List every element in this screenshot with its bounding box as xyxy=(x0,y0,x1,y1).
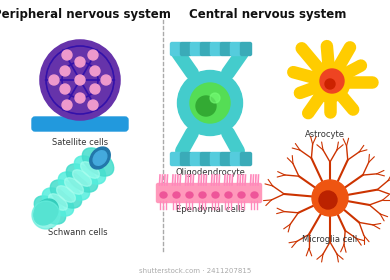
Ellipse shape xyxy=(73,170,91,186)
FancyBboxPatch shape xyxy=(230,153,241,165)
Ellipse shape xyxy=(186,192,193,198)
Circle shape xyxy=(75,93,85,103)
FancyBboxPatch shape xyxy=(211,153,222,165)
FancyBboxPatch shape xyxy=(248,183,262,202)
FancyBboxPatch shape xyxy=(200,43,211,55)
Circle shape xyxy=(320,69,344,93)
Ellipse shape xyxy=(173,192,180,198)
Ellipse shape xyxy=(58,172,90,200)
FancyBboxPatch shape xyxy=(170,43,181,55)
Circle shape xyxy=(90,84,100,94)
Ellipse shape xyxy=(81,162,99,178)
Text: Astrocyte: Astrocyte xyxy=(305,130,345,139)
FancyBboxPatch shape xyxy=(209,183,223,202)
Circle shape xyxy=(62,100,72,110)
FancyBboxPatch shape xyxy=(230,43,241,55)
Ellipse shape xyxy=(90,147,110,169)
FancyBboxPatch shape xyxy=(170,183,184,202)
FancyBboxPatch shape xyxy=(190,43,202,55)
FancyBboxPatch shape xyxy=(200,153,211,165)
Circle shape xyxy=(75,57,85,67)
FancyBboxPatch shape xyxy=(183,183,197,202)
Ellipse shape xyxy=(82,148,114,176)
FancyBboxPatch shape xyxy=(181,153,191,165)
Circle shape xyxy=(42,42,118,118)
Circle shape xyxy=(60,84,70,94)
FancyBboxPatch shape xyxy=(234,183,248,202)
Ellipse shape xyxy=(49,194,67,210)
FancyBboxPatch shape xyxy=(241,153,252,165)
FancyBboxPatch shape xyxy=(156,183,170,202)
Ellipse shape xyxy=(66,164,98,192)
Text: shutterstock.com · 2411207815: shutterstock.com · 2411207815 xyxy=(139,268,251,274)
Circle shape xyxy=(325,79,335,89)
FancyBboxPatch shape xyxy=(190,153,202,165)
Ellipse shape xyxy=(34,196,66,224)
Ellipse shape xyxy=(65,178,83,194)
Ellipse shape xyxy=(34,199,58,225)
Ellipse shape xyxy=(177,71,243,136)
Ellipse shape xyxy=(42,188,74,216)
FancyBboxPatch shape xyxy=(220,153,232,165)
Circle shape xyxy=(310,62,350,102)
Ellipse shape xyxy=(57,186,75,202)
FancyBboxPatch shape xyxy=(170,153,181,165)
Circle shape xyxy=(88,50,98,60)
Circle shape xyxy=(90,66,100,76)
Ellipse shape xyxy=(160,192,167,198)
Text: Satellite cells: Satellite cells xyxy=(52,138,108,147)
Circle shape xyxy=(190,83,230,123)
FancyBboxPatch shape xyxy=(211,43,222,55)
Circle shape xyxy=(62,50,72,60)
Text: Schwann cells: Schwann cells xyxy=(48,228,108,237)
FancyBboxPatch shape xyxy=(220,43,232,55)
Circle shape xyxy=(319,191,337,209)
Ellipse shape xyxy=(50,180,82,208)
Text: Microglia cell: Microglia cell xyxy=(302,235,358,244)
FancyBboxPatch shape xyxy=(71,107,89,119)
Circle shape xyxy=(88,100,98,110)
Ellipse shape xyxy=(212,192,219,198)
FancyBboxPatch shape xyxy=(195,183,209,202)
Circle shape xyxy=(32,201,60,229)
Circle shape xyxy=(49,75,59,85)
Text: Peripheral nervous system: Peripheral nervous system xyxy=(0,8,171,21)
Text: Ependymal cells: Ependymal cells xyxy=(176,205,245,214)
Text: Oligodendrocyte: Oligodendrocyte xyxy=(175,168,245,177)
Ellipse shape xyxy=(74,156,106,184)
Ellipse shape xyxy=(225,192,232,198)
Ellipse shape xyxy=(251,192,258,198)
FancyBboxPatch shape xyxy=(32,117,128,131)
Ellipse shape xyxy=(93,151,107,165)
Circle shape xyxy=(312,180,348,216)
FancyBboxPatch shape xyxy=(222,183,236,202)
FancyBboxPatch shape xyxy=(181,43,191,55)
Ellipse shape xyxy=(199,192,206,198)
Circle shape xyxy=(101,75,111,85)
Text: Central nervous system: Central nervous system xyxy=(189,8,347,21)
Circle shape xyxy=(196,96,216,116)
Circle shape xyxy=(60,66,70,76)
FancyBboxPatch shape xyxy=(241,43,252,55)
Ellipse shape xyxy=(238,192,245,198)
Circle shape xyxy=(75,75,85,85)
Circle shape xyxy=(210,93,220,103)
